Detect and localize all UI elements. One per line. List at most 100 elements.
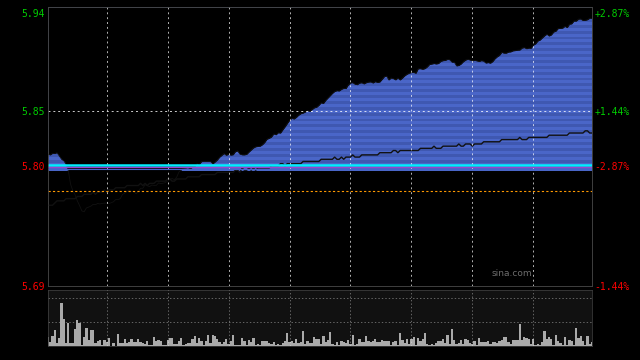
Bar <box>329 332 332 346</box>
Bar <box>153 337 156 346</box>
Bar <box>550 339 552 346</box>
Bar <box>478 338 480 346</box>
Bar <box>255 345 257 346</box>
Bar <box>135 342 137 346</box>
Bar <box>270 344 273 346</box>
Bar <box>521 340 523 346</box>
Bar <box>48 162 592 166</box>
Bar <box>300 342 302 346</box>
Bar <box>72 343 74 346</box>
Bar <box>239 345 241 346</box>
Bar <box>266 341 268 346</box>
Bar <box>471 345 474 346</box>
Bar <box>92 330 94 346</box>
Bar <box>113 343 115 346</box>
Bar <box>48 63 592 66</box>
Bar <box>365 336 367 346</box>
Bar <box>381 340 383 346</box>
Bar <box>280 345 282 346</box>
Bar <box>205 341 207 346</box>
Bar <box>48 22 592 25</box>
Bar <box>101 345 103 346</box>
Bar <box>88 339 90 346</box>
Bar <box>189 343 191 346</box>
Bar <box>342 342 345 346</box>
Bar <box>48 45 592 48</box>
Bar <box>48 33 592 36</box>
Bar <box>289 342 291 346</box>
Bar <box>490 344 492 346</box>
Bar <box>527 339 530 346</box>
Bar <box>311 343 313 346</box>
Bar <box>449 344 451 346</box>
Bar <box>388 341 390 346</box>
Bar <box>390 345 392 346</box>
Bar <box>591 342 593 346</box>
Bar <box>406 339 408 346</box>
Bar <box>200 341 203 346</box>
Bar <box>268 343 270 346</box>
Bar <box>316 339 317 346</box>
Bar <box>48 86 592 89</box>
Bar <box>586 336 589 346</box>
Bar <box>480 342 483 346</box>
Bar <box>437 341 440 346</box>
Bar <box>227 344 230 346</box>
Bar <box>48 168 592 171</box>
Bar <box>58 338 60 346</box>
Bar <box>518 324 521 346</box>
Bar <box>338 345 340 346</box>
Bar <box>358 339 360 346</box>
Bar <box>467 340 469 346</box>
Bar <box>568 340 570 346</box>
Bar <box>317 339 320 346</box>
Bar <box>367 341 370 346</box>
Bar <box>47 337 49 346</box>
Bar <box>401 340 403 346</box>
Bar <box>60 303 63 346</box>
Bar <box>363 342 365 346</box>
Bar <box>48 157 592 159</box>
Bar <box>295 339 298 346</box>
Bar <box>458 343 460 346</box>
Bar <box>451 329 453 346</box>
Bar <box>444 343 447 346</box>
Bar <box>564 337 566 346</box>
Bar <box>546 339 548 346</box>
Bar <box>543 331 546 346</box>
Bar <box>374 339 376 346</box>
Bar <box>552 345 555 346</box>
Bar <box>65 343 67 346</box>
Bar <box>76 320 79 346</box>
Bar <box>79 323 81 346</box>
Bar <box>403 343 406 346</box>
Bar <box>487 341 490 346</box>
Bar <box>48 16 592 19</box>
Bar <box>561 345 564 346</box>
Bar <box>241 338 243 346</box>
Bar <box>67 323 70 346</box>
Bar <box>48 127 592 130</box>
Bar <box>156 341 157 346</box>
Bar <box>327 340 329 346</box>
Bar <box>56 343 58 346</box>
Bar <box>286 333 289 346</box>
Bar <box>48 92 592 95</box>
Bar <box>505 337 508 346</box>
Bar <box>557 341 559 346</box>
Bar <box>54 330 56 346</box>
Bar <box>51 336 54 346</box>
Bar <box>131 339 132 346</box>
Bar <box>408 344 410 346</box>
Bar <box>415 345 417 346</box>
Bar <box>284 341 286 346</box>
Bar <box>250 342 252 346</box>
Bar <box>124 339 126 346</box>
Bar <box>48 139 592 142</box>
Bar <box>537 344 539 346</box>
Bar <box>248 340 250 346</box>
Bar <box>48 28 592 31</box>
Bar <box>332 344 333 346</box>
Bar <box>261 341 264 346</box>
Bar <box>264 341 266 346</box>
